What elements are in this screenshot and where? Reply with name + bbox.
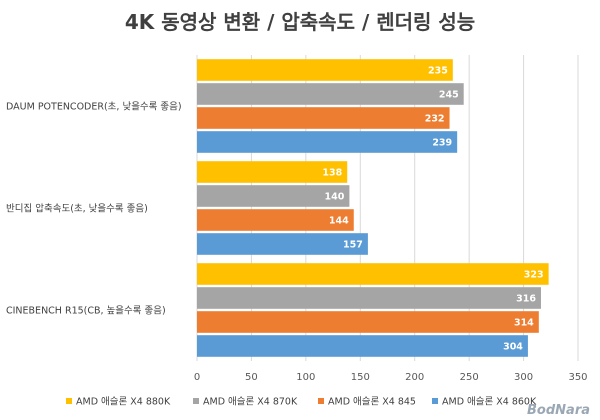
bar: [197, 263, 549, 285]
legend-swatch: [318, 398, 324, 404]
watermark: BodNara: [527, 403, 590, 418]
category-label: DAUM POTENCODER(초, 낮을수록 좋음): [6, 102, 182, 113]
data-label: 144: [329, 216, 349, 227]
x-axis-ticks: 0 50 100 150 200 250 300 350: [194, 372, 588, 383]
bar: [197, 131, 458, 153]
x-tick-label: 300: [514, 372, 533, 383]
data-label: 235: [428, 66, 448, 77]
x-tick-label: 150: [351, 372, 370, 383]
data-label: 323: [524, 270, 544, 281]
data-label: 232: [425, 114, 445, 125]
data-label: 239: [432, 138, 452, 149]
legend: AMD 애슬론 X4 880K AMD 애슬론 X4 870K AMD 애슬론 X4…: [66, 397, 537, 408]
x-tick-label: 0: [194, 372, 200, 383]
x-tick-label: 250: [460, 372, 479, 383]
category-label: CINEBENCH R15(CB, 높을수록 좋음): [6, 306, 166, 317]
data-label: 304: [503, 342, 523, 353]
bars: 235 245 232 239 138 140 144 157 323 316 314 304: [197, 59, 549, 357]
legend-label: AMD 애슬론 X4 845: [328, 397, 416, 408]
data-label: 245: [439, 90, 459, 101]
data-label: 314: [514, 318, 534, 329]
category-labels: DAUM POTENCODER(초, 낮을수록 좋음) 반디집 압축속도(초, 낮…: [6, 102, 182, 317]
data-label: 140: [325, 192, 345, 203]
gridlines: [196, 55, 579, 361]
bar: [197, 161, 348, 183]
legend-label: AMD 애슬론 X4 870K: [203, 397, 298, 408]
legend-swatch: [432, 398, 438, 404]
bar: [197, 185, 350, 207]
data-label: 138: [322, 168, 342, 179]
x-tick-label: 200: [405, 372, 424, 383]
bar: [197, 107, 450, 129]
chart-title: 4K 동영상 변환 / 압축속도 / 렌더링 성능: [125, 10, 475, 34]
legend-label: AMD 애슬론 X4 880K: [76, 397, 171, 408]
bar: [197, 233, 368, 255]
data-label: 316: [516, 294, 536, 305]
data-label: 157: [343, 240, 363, 251]
legend-label: AMD 애슬론 X4 860K: [442, 397, 537, 408]
x-tick-label: 100: [296, 372, 315, 383]
bar: [197, 335, 528, 357]
x-tick-label: 50: [245, 372, 258, 383]
bar: [197, 311, 539, 333]
legend-swatch: [66, 398, 72, 404]
bar: [197, 83, 464, 105]
category-label: 반디집 압축속도(초, 낮을수록 좋음): [6, 203, 148, 215]
bar: [197, 209, 354, 231]
bar: [197, 59, 453, 81]
bar: [197, 287, 541, 309]
x-tick-label: 350: [568, 372, 587, 383]
legend-swatch: [193, 398, 199, 404]
